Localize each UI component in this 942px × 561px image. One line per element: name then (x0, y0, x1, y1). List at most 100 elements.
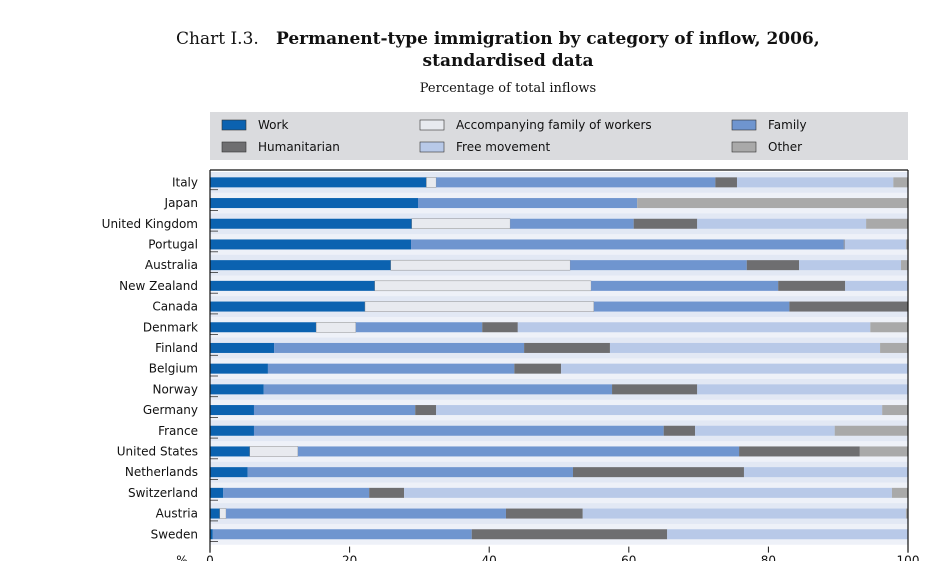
bar-segment (870, 322, 908, 333)
bar-segment (901, 260, 908, 271)
legend-swatch (419, 141, 445, 153)
bar-segment (905, 239, 909, 250)
y-tick-label: Norway (152, 382, 198, 396)
x-tick-label: 0 (206, 554, 214, 561)
bar-segment (263, 384, 613, 395)
bar-segment (663, 425, 696, 436)
bar-segment (297, 446, 740, 457)
legend-label: Accompanying family of workers (456, 118, 652, 132)
bar-segment (223, 487, 370, 498)
bar-segment (210, 239, 412, 250)
bar-segment (210, 342, 275, 353)
y-tick-label: Australia (145, 258, 198, 272)
plot-area: Italy Japan United Kingdom Portugal Australi… (102, 169, 920, 561)
bar-segment (505, 508, 583, 519)
y-tick-label: Denmark (143, 320, 198, 334)
y-tick-label: Canada (152, 300, 198, 314)
y-tick-label: New Zealand (119, 279, 198, 293)
bar-segment (845, 280, 908, 291)
x-tick-label: 100 (897, 554, 920, 561)
bar-segment (612, 384, 698, 395)
bar-segment (210, 198, 419, 209)
legend-label: Family (768, 118, 807, 132)
bar-segment (905, 508, 908, 519)
y-tick-label: Italy (172, 175, 198, 189)
legend-label: Other (768, 140, 802, 154)
bar-segment (834, 425, 908, 436)
legend-label: Free movement (456, 140, 550, 154)
y-tick-label: Netherlands (125, 465, 198, 479)
chart-title: Permanent-type immigration by category o… (276, 29, 820, 49)
chart-subtitle: Percentage of total inflows (420, 81, 596, 96)
legend-swatch (221, 119, 247, 131)
y-tick-label: Germany (143, 403, 198, 417)
bar-segment (593, 301, 790, 312)
x-tick-label: 60 (621, 554, 636, 561)
bar-segment (743, 467, 908, 478)
bar-segment (471, 529, 668, 540)
bar-segment (210, 467, 248, 478)
bar-segment (510, 218, 634, 229)
y-tick-label: United Kingdom (102, 217, 198, 231)
y-tick-label: Japan (164, 196, 198, 210)
y-tick-label: Portugal (148, 237, 198, 251)
legend-swatch (419, 119, 445, 131)
bar-segment (746, 260, 800, 271)
legend-swatch (731, 141, 757, 153)
bar-segment (247, 467, 573, 478)
bar-segment (591, 280, 779, 291)
bar-segment (274, 342, 525, 353)
bar-segment (210, 384, 264, 395)
y-tick-label: Austria (156, 507, 198, 521)
bar-segment (667, 529, 908, 540)
legend-label: Humanitarian (258, 140, 340, 154)
legend: Work Accompanying family of workers Family… (221, 118, 807, 154)
bar-segment (210, 363, 268, 374)
bar-segment (210, 280, 375, 291)
bar-segment (436, 177, 716, 188)
legend-box (210, 112, 908, 160)
bar-segment (355, 322, 483, 333)
bar-segment (524, 342, 610, 353)
legend-swatch (731, 119, 757, 131)
y-tick-label: United States (117, 444, 198, 458)
bar-segment (561, 363, 908, 374)
chart-label: Chart I.3. (176, 29, 259, 49)
bar-segment (210, 529, 213, 540)
bar-segment (695, 425, 835, 436)
legend-label: Work (258, 118, 288, 132)
bar-segment (582, 508, 906, 519)
bar-segment (570, 260, 747, 271)
bar-segment (210, 301, 365, 312)
y-tick-label: Belgium (149, 362, 198, 376)
bar-segment (253, 405, 416, 416)
chart-title: standardised data (423, 51, 594, 71)
bar-segment (369, 487, 405, 498)
bar-segment (736, 177, 894, 188)
bar-segment (426, 177, 437, 188)
y-tick-label: France (158, 424, 198, 438)
bar-segment (891, 487, 908, 498)
bar-segment (226, 508, 506, 519)
bar-segment (859, 446, 908, 457)
bar-segment (844, 239, 906, 250)
bar-segment (882, 405, 908, 416)
bar-segment (866, 218, 908, 229)
bar-segment (219, 508, 227, 519)
bar-segment (609, 342, 881, 353)
bar-segment (390, 259, 571, 271)
bar-segment (210, 260, 391, 271)
bar-segment (572, 467, 744, 478)
bar-segment (210, 405, 254, 416)
bar-segment (715, 177, 737, 188)
bar-segment (411, 218, 511, 229)
bar-segment (210, 508, 220, 519)
bar-segment (778, 280, 846, 291)
bar-segment (514, 363, 562, 374)
bar-segment (799, 260, 902, 271)
x-tick-label: 40 (482, 554, 497, 561)
bar-segment (843, 239, 845, 250)
bar-segment (415, 405, 437, 416)
bar-segment (517, 322, 871, 333)
